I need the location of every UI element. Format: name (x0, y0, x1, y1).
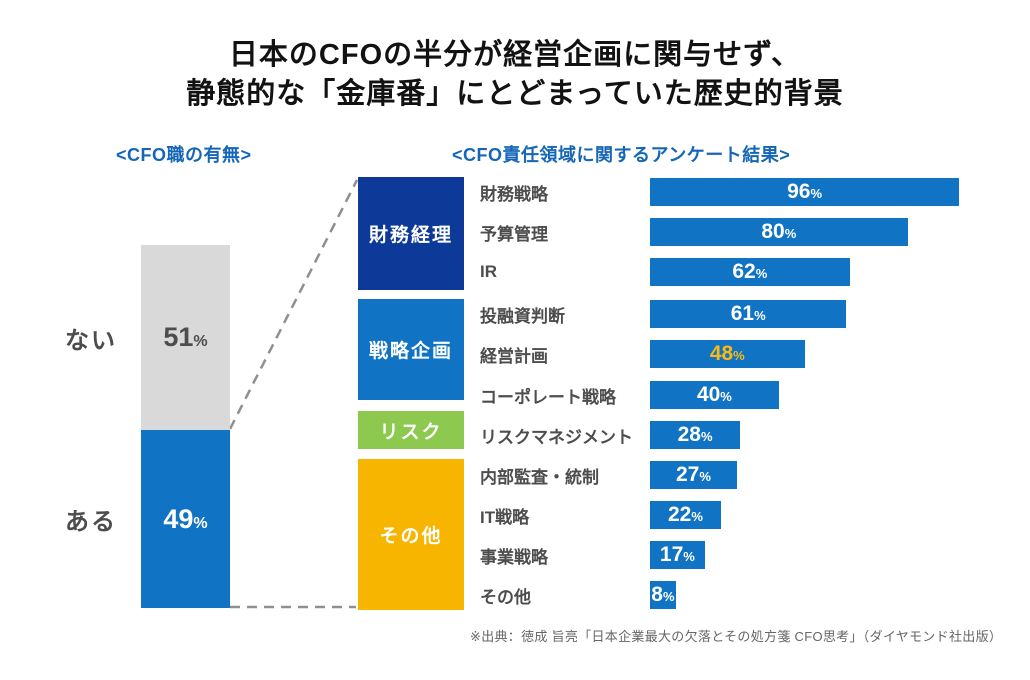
stacked-bar-category-label: ない (65, 327, 117, 355)
survey-row-label: 経営計画 (480, 346, 548, 366)
bar-value-label: 96% (787, 180, 823, 203)
survey-row-label: 投融資判断 (480, 306, 565, 326)
bar-value-label: 80% (761, 220, 797, 243)
bar-value-label: 28% (677, 423, 713, 446)
survey-row-コーポレート戦略: コーポレート戦略 40% (480, 381, 779, 409)
survey-row-その他: その他 8% (480, 581, 676, 609)
survey-row-予算管理: 予算管理 80% (480, 218, 908, 246)
right-chart-header: <CFO責任領域に関するアンケート結果> (452, 145, 791, 165)
cfo-presence-stacked-bar: ない 51% ある 49% (65, 245, 230, 608)
category-group-リスク: リスク (358, 411, 464, 449)
survey-bar: 27% (650, 461, 737, 489)
survey-row-財務戦略: 財務戦略 96% (480, 178, 960, 206)
survey-bar: 96% (650, 178, 960, 206)
page-title-line-1: 日本のCFOの半分が経営企画に関与せず、 (228, 39, 802, 71)
survey-row-投融資判断: 投融資判断 61% (480, 300, 847, 328)
connector-diagonal-line (228, 179, 359, 430)
bar-value-label: 27% (676, 463, 711, 486)
category-group-財務経理: 財務経理 (358, 177, 464, 290)
survey-bar: 61% (650, 300, 847, 328)
survey-row-label: IR (480, 262, 497, 281)
survey-bar: 17% (650, 541, 705, 569)
bar-value-label: 48% (709, 342, 745, 365)
source-citation: ※出典：徳成 旨亮「日本企業最大の欠落とその処方箋 CFO思考」（ダイヤモンド社… (470, 629, 1003, 644)
survey-row-label: 予算管理 (480, 224, 548, 244)
survey-row-label: IT戦略 (480, 507, 530, 527)
survey-row-label: 事業戦略 (480, 547, 548, 567)
survey-row-label: 財務戦略 (480, 184, 548, 204)
survey-bar: 40% (650, 381, 779, 409)
survey-row-IT戦略: IT戦略 22% (480, 501, 721, 529)
survey-bar: 8% (650, 581, 676, 609)
bar-value-label: 51% (163, 322, 208, 353)
survey-row-label: コーポレート戦略 (480, 387, 616, 407)
survey-row-label: リスクマネジメント (480, 427, 633, 447)
bar-value-label: 40% (696, 383, 732, 406)
survey-bar: 80% (650, 218, 908, 246)
survey-row-リスクマネジメント: リスクマネジメント 28% (480, 421, 741, 449)
bar-value-label: 17% (659, 543, 695, 566)
survey-row-経営計画: 経営計画 48% (480, 340, 805, 368)
survey-row-label: 内部監査・統制 (480, 467, 599, 487)
stacked-bar-segment-ない: ない 51% (65, 245, 230, 431)
bar-value-label: 8% (651, 583, 675, 606)
page-title-line-2: 静態的な「金庫番」にとどまっていた歴史的背景 (186, 78, 844, 110)
category-group-その他: その他 (358, 459, 464, 610)
page-title: 日本のCFOの半分が経営企画に関与せず、 静態的な「金庫番」にとどまっていた歴史… (0, 36, 1030, 114)
survey-row-label: その他 (480, 587, 531, 607)
survey-row-内部監査・統制: 内部監査・統制 27% (480, 461, 737, 489)
survey-bar: 28% (650, 421, 741, 449)
survey-row-事業戦略: 事業戦略 17% (480, 541, 705, 569)
survey-bar: 62% (650, 258, 850, 286)
stacked-bar-segment-ある: ある 49% (65, 430, 230, 608)
left-chart-header: <CFO職の有無> (116, 145, 252, 165)
bar-value-label: 49% (163, 503, 208, 534)
stacked-bar-category-label: ある (65, 508, 117, 536)
survey-bar: 48% (650, 340, 805, 368)
bar-value-label: 22% (667, 503, 703, 526)
bar-value-label: 61% (730, 302, 766, 325)
category-group-戦略企画: 戦略企画 (358, 299, 464, 400)
survey-bar: 22% (650, 501, 721, 529)
bar-value-label: 62% (732, 260, 768, 283)
survey-row-IR: IR 62% (480, 258, 850, 286)
